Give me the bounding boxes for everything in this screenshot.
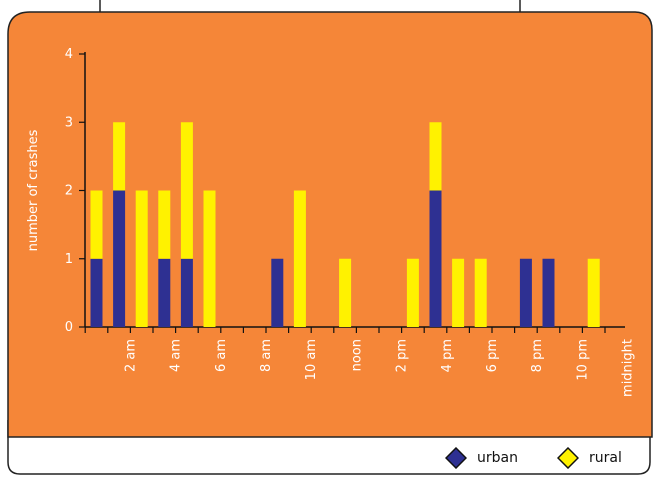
- y-tick-label: 4: [65, 47, 73, 62]
- x-tick-label: noon: [349, 339, 364, 371]
- bar-rural: [429, 122, 442, 191]
- bar-urban: [180, 258, 193, 327]
- bar-rural: [90, 190, 103, 259]
- x-tick-label: 8 pm: [530, 339, 545, 372]
- bar-rural: [474, 258, 487, 327]
- bar-urban: [542, 258, 555, 327]
- bar-urban: [90, 258, 103, 327]
- y-tick-label: 1: [65, 252, 73, 267]
- bar-urban: [429, 190, 442, 327]
- legend-item-urban: urban: [445, 445, 518, 471]
- bar-rural: [406, 258, 419, 327]
- y-tick-label: 0: [65, 320, 73, 335]
- bar-rural: [452, 258, 465, 327]
- bar-rural: [158, 190, 171, 259]
- x-tick-label: 10 am: [304, 339, 319, 380]
- x-tick-label: 4 pm: [440, 339, 455, 372]
- legend-label-rural: rural: [589, 450, 622, 466]
- x-tick-label: midnight: [621, 339, 636, 397]
- x-tick-label: 8 am: [259, 339, 274, 372]
- bar-rural: [293, 190, 306, 327]
- bar-urban: [158, 258, 171, 327]
- bar-urban: [519, 258, 532, 327]
- x-tick-label: 2 pm: [395, 339, 410, 372]
- x-tick-label: 6 am: [214, 339, 229, 372]
- bar-rural: [339, 258, 352, 327]
- legend-label-urban: urban: [477, 450, 518, 466]
- legend-item-rural: rural: [557, 445, 622, 471]
- bar-urban: [271, 258, 284, 327]
- x-tick-label: 10 pm: [575, 339, 590, 381]
- x-tick-label: 4 am: [169, 339, 184, 372]
- x-tick-label: 6 pm: [485, 339, 500, 372]
- bar-urban: [113, 190, 126, 327]
- bar-rural: [113, 122, 126, 191]
- urban-diamond-icon: [445, 447, 467, 469]
- y-axis-label: number of crashes: [26, 129, 41, 251]
- rural-diamond-icon: [557, 447, 579, 469]
- x-tick-label: 2 am: [123, 339, 138, 372]
- bar-rural: [180, 122, 193, 259]
- bar-rural: [587, 258, 600, 327]
- bar-rural: [135, 190, 148, 327]
- bar-rural: [203, 190, 216, 327]
- y-tick-label: 2: [65, 184, 73, 199]
- y-tick-label: 3: [65, 115, 73, 130]
